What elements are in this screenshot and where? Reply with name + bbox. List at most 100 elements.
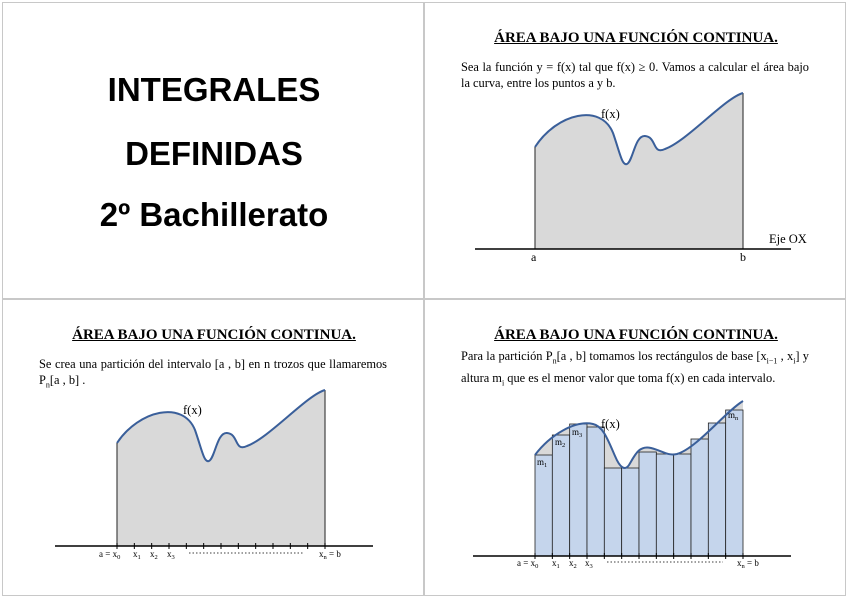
tick-label-main: x — [133, 549, 138, 559]
slide-partition: ÁREA BAJO UNA FUNCIÓN CONTINUA. Se crea … — [2, 299, 424, 596]
body-text-sub: n — [552, 356, 557, 366]
tick-label-main: x — [569, 558, 574, 568]
slide-lower-rectangles: ÁREA BAJO UNA FUNCIÓN CONTINUA. Para la … — [424, 299, 846, 596]
tick-label-x3: x3 — [167, 549, 175, 561]
lower-rectangle — [690, 438, 709, 557]
tick-label-xn: xn = b — [319, 549, 341, 561]
slide-heading: ÁREA BAJO UNA FUNCIÓN CONTINUA. — [72, 327, 356, 343]
title-line-1: INTEGRALES — [107, 71, 321, 108]
lower-rectangle — [707, 422, 727, 557]
curve-label: f(x) — [601, 107, 620, 121]
tick-label-sub: 1 — [557, 563, 560, 570]
tick-label-x2: x2 — [150, 549, 158, 561]
tick-label-main: x — [552, 558, 557, 568]
body-text-part: Se crea una partición del intervalo [a ,… — [39, 357, 387, 387]
rect-label-sub: 3 — [579, 432, 582, 439]
body-text-part: que es el menor valor que toma f(x) en c… — [504, 370, 776, 385]
tick-label-main: x — [737, 558, 742, 568]
point-a-label: a — [531, 250, 537, 264]
lower-sum-diagram: f(x) m1 m2 m3 mn a = x0 x1 x2 x3 xn = b — [473, 400, 791, 570]
tick-label-main: a = x — [99, 549, 118, 559]
function-curve — [534, 92, 744, 166]
tick-label-sub: 3 — [172, 554, 175, 561]
lower-rectangle — [621, 467, 640, 557]
function-curve — [116, 389, 326, 463]
lower-rectangle — [725, 409, 744, 557]
area-diagram: f(x) Eje OX a b — [475, 92, 807, 264]
area-under-curve — [535, 93, 743, 249]
lower-rectangle — [534, 454, 553, 557]
tick-label-main: x — [319, 549, 324, 559]
title-line-2: DEFINIDAS — [125, 135, 303, 172]
tick-label-sub: 2 — [155, 554, 158, 561]
rect-label-main: m — [555, 437, 562, 447]
rect-label-sub: n — [735, 415, 739, 422]
tick-label-main: a = x — [517, 558, 536, 568]
tick-label-x1: x1 — [133, 549, 141, 561]
title-line-3: 2º Bachillerato — [99, 196, 329, 233]
partition-ticks — [116, 543, 326, 549]
tick-label-suffix: = b — [745, 558, 760, 568]
body-text-sub: i — [793, 356, 796, 366]
slide-heading: ÁREA BAJO UNA FUNCIÓN CONTINUA. — [494, 327, 778, 343]
tick-label-sub: n — [324, 554, 328, 561]
lower-rectangle — [551, 434, 571, 557]
tick-label-x3: x3 — [585, 558, 593, 570]
tick-label-sub: 3 — [590, 563, 593, 570]
slide-body-text: Para la partición Pn[a , b] tomamos los … — [461, 348, 809, 392]
rect-label-sub: 1 — [544, 462, 547, 469]
slide-body-text: Sea la función y = f(x) tal que f(x) ≥ 0… — [461, 60, 809, 90]
tick-label-x1: x1 — [552, 558, 560, 570]
tick-label-sub: n — [742, 563, 746, 570]
rect-label-main: m — [572, 427, 579, 437]
body-text-part: Para la partición P — [461, 349, 553, 363]
rect-label-m3: m3 — [572, 427, 582, 439]
tick-label-main: x — [585, 558, 590, 568]
tick-label-sub: 2 — [574, 563, 577, 570]
tick-label-main: x — [167, 549, 172, 559]
lower-rectangle — [603, 467, 623, 557]
rect-label-mn: mn — [728, 410, 739, 422]
tick-labels: a = x0 x1 x2 x3 xn = b — [517, 558, 759, 570]
slide-body-text: Se crea una partición del intervalo [a ,… — [39, 356, 387, 393]
point-b-label: b — [740, 250, 746, 264]
curve-label: f(x) — [183, 403, 202, 417]
body-text-part: [a , b] tomamos los rectángulos de base … — [556, 349, 767, 363]
tick-label-x2: x2 — [569, 558, 577, 570]
body-text-sub: i — [501, 378, 505, 388]
body-text-sub: n — [45, 380, 50, 390]
rect-label-m1: m1 — [537, 457, 547, 469]
tick-label-xn: xn = b — [737, 558, 759, 570]
tick-label-x0: a = x0 — [99, 549, 120, 561]
lower-rectangles — [534, 409, 744, 557]
slide-title: INTEGRALES DEFINIDAS 2º Bachillerato — [2, 2, 424, 299]
tick-labels: a = x0 x1 x2 x3 xn = b — [99, 549, 341, 561]
tick-label-suffix: = b — [327, 549, 342, 559]
rect-label-main: m — [728, 410, 735, 420]
tick-label-main: x — [150, 549, 155, 559]
slide-area-intro: ÁREA BAJO UNA FUNCIÓN CONTINUA. Sea la f… — [424, 2, 846, 299]
tick-label-sub: 0 — [535, 563, 538, 570]
slide-heading: ÁREA BAJO UNA FUNCIÓN CONTINUA. — [494, 30, 778, 46]
area-under-curve — [117, 390, 325, 546]
body-text-sub: i−1 — [766, 356, 778, 366]
body-text-part: , x — [777, 349, 794, 363]
axis-label: Eje OX — [769, 232, 807, 246]
lower-rectangle — [638, 451, 657, 557]
function-curve — [534, 400, 744, 469]
partition-ticks — [534, 553, 744, 559]
lower-rectangle — [586, 426, 605, 557]
lower-rectangle — [569, 423, 588, 557]
rect-label-main: m — [537, 457, 544, 467]
curve-label: f(x) — [601, 417, 620, 431]
body-text-part: ] y altura m — [461, 349, 809, 385]
lower-rectangle — [673, 453, 692, 557]
tick-label-sub: 1 — [138, 554, 141, 561]
lower-rectangle — [655, 453, 675, 557]
rect-label-sub: 2 — [562, 442, 565, 449]
rect-label-m2: m2 — [555, 437, 565, 449]
rectangle-labels: m1 m2 m3 mn — [537, 410, 739, 469]
body-text-part: [a , b] . — [49, 373, 86, 387]
partition-diagram: f(x) a = x0 x1 x2 x3 xn = b — [55, 389, 373, 561]
